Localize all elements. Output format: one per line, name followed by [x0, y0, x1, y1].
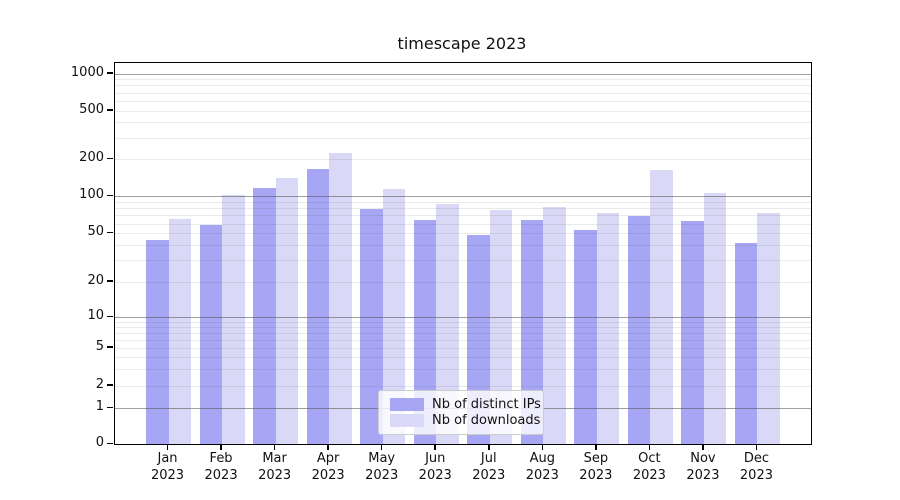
bar-distinct-ips-may — [360, 209, 383, 444]
x-tick-mark-feb — [220, 444, 222, 450]
y-tick-mark-2 — [107, 384, 113, 386]
bar-downloads-oct — [650, 169, 673, 444]
x-tick-mark-aug — [541, 444, 544, 450]
chart-title: timescape 2023 — [397, 34, 527, 53]
x-tick-label-sep: Sep 2023 — [579, 451, 613, 483]
y-tick-label-100: 100 — [79, 187, 104, 202]
x-tick-mark-mar — [273, 444, 276, 450]
y-tick-label-10: 10 — [87, 308, 104, 323]
legend-label-distinct-ips: Nb of distinct IPs — [432, 396, 541, 412]
bar-distinct-ips-oct — [627, 216, 651, 444]
y-tick-label-1: 1 — [95, 399, 104, 415]
y-tick-mark-50 — [107, 231, 113, 234]
legend-item-downloads: Nb of downloads — [390, 413, 540, 429]
y-tick-mark-200 — [107, 157, 113, 159]
bar-distinct-ips-jan — [146, 240, 169, 444]
bar-distinct-ips-feb — [199, 224, 223, 444]
legend-swatch-distinct-ips — [390, 397, 424, 411]
bar-downloads-sep — [596, 213, 620, 444]
x-tick-label-apr: Apr 2023 — [311, 451, 345, 483]
y-tick-mark-5 — [107, 346, 113, 348]
x-tick-label-jun: Jun 2023 — [418, 451, 452, 483]
plot-area — [114, 62, 812, 445]
legend-item-distinct-ips: Nb of distinct IPs — [390, 396, 541, 412]
x-tick-label-aug: Aug 2023 — [525, 451, 559, 483]
x-tick-label-feb: Feb 2023 — [204, 451, 238, 483]
x-tick-label-may: May 2023 — [365, 451, 399, 483]
y-tick-mark-10 — [107, 315, 113, 317]
x-tick-mark-nov — [702, 444, 704, 450]
legend-label-downloads: Nb of downloads — [432, 413, 541, 429]
bar-downloads-aug — [543, 207, 566, 444]
y-tick-mark-1 — [107, 406, 113, 409]
x-tick-mark-oct — [648, 444, 651, 450]
bar-downloads-nov — [703, 193, 727, 444]
y-tick-mark-0 — [107, 442, 113, 444]
x-tick-mark-sep — [595, 444, 597, 450]
x-tick-label-nov: Nov 2023 — [686, 451, 720, 483]
x-tick-label-jul: Jul 2023 — [472, 451, 506, 483]
y-tick-label-5: 5 — [95, 338, 104, 354]
bar-downloads-dec — [757, 213, 780, 444]
x-tick-label-jan: Jan 2023 — [150, 451, 185, 483]
bar-downloads-jul — [489, 210, 513, 444]
bar-distinct-ips-aug — [520, 220, 544, 444]
bar-distinct-ips-apr — [306, 168, 330, 444]
bar-distinct-ips-sep — [574, 230, 597, 444]
y-tick-label-20: 20 — [87, 272, 104, 288]
x-tick-mark-apr — [327, 444, 329, 450]
x-tick-label-mar: Mar 2023 — [258, 451, 292, 483]
x-tick-mark-may — [380, 444, 383, 450]
x-tick-mark-jul — [488, 444, 490, 450]
x-tick-mark-jan — [166, 444, 169, 450]
x-tick-label-dec: Dec 2023 — [739, 451, 773, 483]
bar-downloads-apr — [329, 152, 352, 444]
x-tick-mark-dec — [755, 444, 758, 450]
bar-distinct-ips-dec — [734, 242, 758, 444]
bar-downloads-mar — [275, 177, 299, 444]
y-tick-label-2: 2 — [95, 376, 104, 392]
bar-distinct-ips-mar — [253, 188, 276, 444]
x-tick-label-oct: Oct 2023 — [632, 451, 666, 483]
bar-downloads-jan — [168, 219, 192, 444]
legend-swatch-downloads — [390, 414, 424, 428]
bar-downloads-may — [382, 189, 406, 444]
legend: Nb of distinct IPs Nb of downloads — [378, 390, 544, 435]
bar-downloads-feb — [222, 194, 245, 444]
y-tick-mark-1000 — [107, 72, 113, 74]
x-tick-mark-jun — [434, 444, 436, 450]
bar-distinct-ips-jun — [413, 220, 437, 444]
y-tick-mark-100 — [107, 194, 113, 196]
bars-layer — [115, 63, 811, 444]
bar-downloads-jun — [436, 204, 459, 444]
y-tick-mark-500 — [107, 109, 113, 111]
y-tick-label-50: 50 — [87, 224, 104, 240]
y-tick-label-1000: 1000 — [70, 64, 104, 80]
y-tick-label-500: 500 — [79, 101, 104, 117]
bar-distinct-ips-nov — [681, 220, 704, 444]
y-tick-label-200: 200 — [79, 150, 104, 165]
y-tick-label-0: 0 — [95, 435, 104, 450]
y-tick-mark-20 — [107, 280, 113, 282]
